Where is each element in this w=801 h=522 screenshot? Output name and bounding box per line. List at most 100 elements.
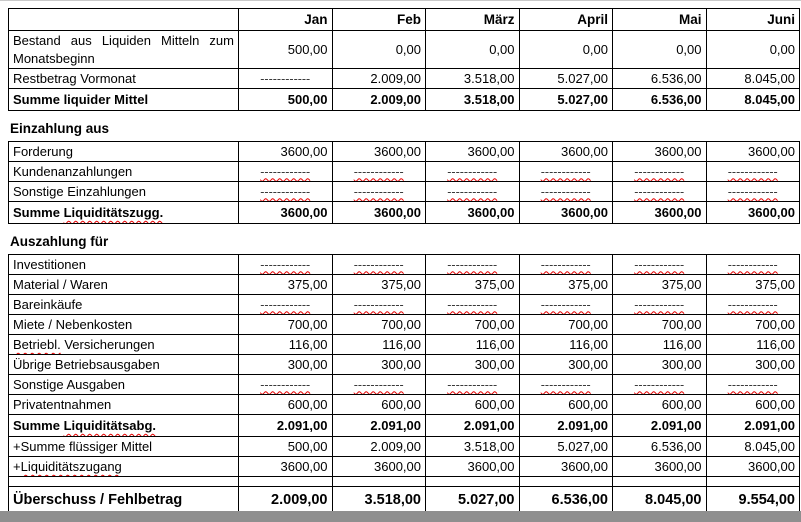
cell-value[interactable]: 700,00	[705, 314, 800, 335]
cell-value[interactable]: 375,00	[238, 274, 333, 295]
cell-value[interactable]: ------------	[705, 254, 800, 275]
cell-value[interactable]	[612, 476, 707, 487]
cell-value[interactable]: 3600,00	[331, 201, 426, 224]
cell-value[interactable]: 300,00	[518, 354, 613, 375]
cell-value[interactable]: 6.536,00	[612, 88, 707, 111]
cell-value[interactable]: 3600,00	[425, 201, 520, 224]
cell-value[interactable]: 3600,00	[612, 456, 707, 477]
month-header[interactable]: Juni	[705, 8, 800, 31]
month-header[interactable]: Feb	[331, 8, 426, 31]
cell-value[interactable]: ------------	[238, 181, 333, 202]
cell-value[interactable]: ------------	[518, 181, 613, 202]
cell-value[interactable]: 300,00	[612, 354, 707, 375]
row-label[interactable]: Material / Waren	[8, 274, 239, 295]
cell-value[interactable]: 8.045,00	[612, 486, 707, 514]
cell-value[interactable]: 3600,00	[705, 456, 800, 477]
cell-value[interactable]: 3600,00	[238, 201, 333, 224]
cell-value[interactable]	[238, 476, 333, 487]
cell-value[interactable]: ------------	[331, 161, 426, 182]
cell-value[interactable]: 116,00	[331, 334, 426, 355]
row-label[interactable]: Bareinkäufe	[8, 294, 239, 315]
row-label[interactable]: +Liquiditätszugang	[8, 456, 239, 477]
cell-value[interactable]: 6.536,00	[518, 486, 613, 514]
cell-value[interactable]: 5.027,00	[518, 436, 613, 457]
cell-value[interactable]: ------------	[518, 374, 613, 395]
cell-value[interactable]: 700,00	[425, 314, 520, 335]
cell-value[interactable]	[331, 476, 426, 487]
cell-value[interactable]: 3600,00	[612, 201, 707, 224]
row-label[interactable]: Forderung	[8, 141, 239, 162]
cell-value[interactable]: 116,00	[612, 334, 707, 355]
cell-value[interactable]: ------------	[612, 374, 707, 395]
cell-value[interactable]: 0,00	[612, 30, 707, 69]
cell-value[interactable]: ------------	[238, 254, 333, 275]
cell-value[interactable]: 300,00	[238, 354, 333, 375]
cell-value[interactable]: 600,00	[705, 394, 800, 415]
cell-value[interactable]: ------------	[518, 294, 613, 315]
cell-value[interactable]: 2.009,00	[238, 486, 333, 514]
cell-value[interactable]: ------------	[238, 161, 333, 182]
cell-value[interactable]: ------------	[238, 68, 333, 89]
row-label[interactable]: Summe liquider Mittel	[8, 88, 239, 111]
cell-value[interactable]: 116,00	[425, 334, 520, 355]
cell-value[interactable]: 3.518,00	[331, 486, 426, 514]
cell-value[interactable]: 6.536,00	[612, 436, 707, 457]
cell-value[interactable]: 3600,00	[238, 141, 333, 162]
cell-value[interactable]: 700,00	[518, 314, 613, 335]
cell-value[interactable]: ------------	[331, 294, 426, 315]
cell-value[interactable]: 500,00	[238, 436, 333, 457]
cell-value[interactable]: ------------	[331, 374, 426, 395]
row-label[interactable]: Privatentnahmen	[8, 394, 239, 415]
cell-value[interactable]: 3600,00	[705, 141, 800, 162]
cell-value[interactable]: 2.091,00	[331, 414, 426, 437]
row-label[interactable]: Summe Liquiditätsabg.	[8, 414, 239, 437]
cell-value[interactable]: 8.045,00	[705, 436, 800, 457]
cell-value[interactable]: 5.027,00	[425, 486, 520, 514]
cell-value[interactable]: ------------	[425, 161, 520, 182]
cell-value[interactable]: 2.009,00	[331, 68, 426, 89]
cell-value[interactable]: 375,00	[612, 274, 707, 295]
cell-value[interactable]: ------------	[705, 374, 800, 395]
cell-value[interactable]: 8.045,00	[705, 88, 800, 111]
cell-value[interactable]	[518, 476, 613, 487]
cell-value[interactable]: 3.518,00	[425, 88, 520, 111]
row-label[interactable]: Miete / Nebenkosten	[8, 314, 239, 335]
cell-value[interactable]: 500,00	[238, 30, 333, 69]
cell-value[interactable]: 600,00	[331, 394, 426, 415]
cell-value[interactable]: 375,00	[705, 274, 800, 295]
cell-value[interactable]: 2.091,00	[705, 414, 800, 437]
cell-value[interactable]: 3600,00	[518, 201, 613, 224]
cell-value[interactable]: 700,00	[238, 314, 333, 335]
cell-value[interactable]: 0,00	[705, 30, 800, 69]
cell-value[interactable]: 0,00	[425, 30, 520, 69]
row-label[interactable]: Überschuss / Fehlbetrag	[8, 486, 239, 514]
cell-value[interactable]: 3600,00	[425, 141, 520, 162]
row-label[interactable]: Bestand aus Liquiden Mitteln zum Monatsb…	[8, 30, 239, 69]
cell-value[interactable]: ------------	[518, 254, 613, 275]
cell-value[interactable]: 5.027,00	[518, 88, 613, 111]
cell-value[interactable]: 375,00	[518, 274, 613, 295]
cell-value[interactable]: ------------	[612, 161, 707, 182]
row-label[interactable]: Summe Liquiditätszugg.	[8, 201, 239, 224]
cell-value[interactable]: 2.091,00	[518, 414, 613, 437]
cell-value[interactable]: ------------	[612, 294, 707, 315]
cell-value[interactable]: 3600,00	[612, 141, 707, 162]
cell-value[interactable]: ------------	[238, 374, 333, 395]
cell-value[interactable]: 116,00	[705, 334, 800, 355]
cell-value[interactable]: 600,00	[518, 394, 613, 415]
cell-value[interactable]: 2.009,00	[331, 436, 426, 457]
cell-value[interactable]: 8.045,00	[705, 68, 800, 89]
row-label[interactable]: Betriebl. Versicherungen	[8, 334, 239, 355]
cell-value[interactable]: ------------	[705, 161, 800, 182]
month-header[interactable]: März	[425, 8, 520, 31]
cell-value[interactable]: 700,00	[612, 314, 707, 335]
row-label[interactable]: Kundenanzahlungen	[8, 161, 239, 182]
cell-value[interactable]: ------------	[425, 181, 520, 202]
cell-value[interactable]: ------------	[612, 254, 707, 275]
cell-value[interactable]: 3600,00	[238, 456, 333, 477]
cell-value[interactable]: 9.554,00	[705, 486, 800, 514]
month-header[interactable]: April	[518, 8, 613, 31]
row-label[interactable]: +Summe flüssiger Mittel	[8, 436, 239, 457]
cell-value[interactable]: 3.518,00	[425, 436, 520, 457]
cell-value[interactable]	[705, 476, 800, 487]
